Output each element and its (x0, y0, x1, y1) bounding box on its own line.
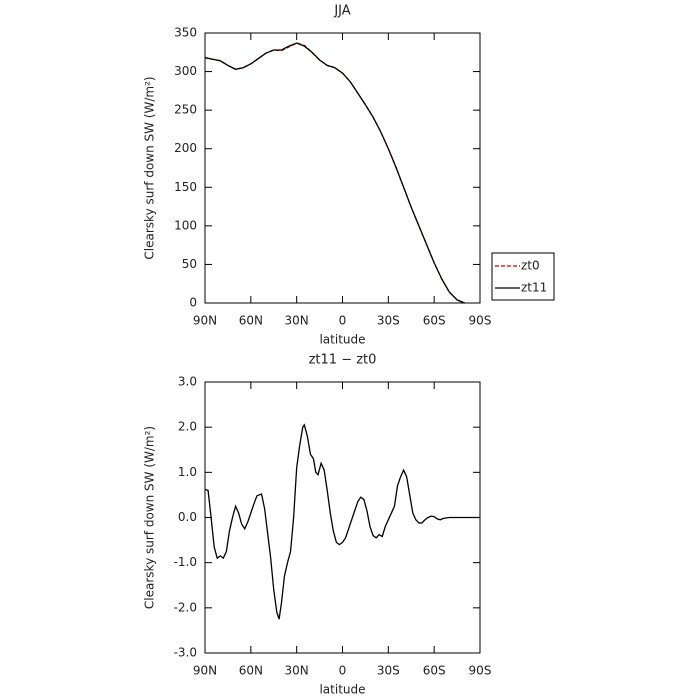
y-tick-label: 200 (174, 141, 197, 155)
x-tick-label: 90S (469, 314, 492, 328)
x-axis-label: latitude (319, 683, 365, 697)
x-tick-label: 30S (377, 314, 400, 328)
x-tick-label: 30S (377, 664, 400, 678)
x-tick-label: 0 (339, 664, 347, 678)
x-tick-label: 0 (339, 314, 347, 328)
y-tick-label: 0 (189, 296, 197, 310)
series-line (204, 42, 465, 304)
x-tick-label: 90N (193, 664, 217, 678)
legend-label: zt0 (521, 259, 540, 273)
y-tick-label: 150 (174, 180, 197, 194)
y-tick-label: 350 (174, 26, 197, 40)
x-tick-label: 90S (469, 664, 492, 678)
y-tick-label: -1.0 (174, 555, 197, 569)
series-line (204, 423, 480, 620)
legend-label: zt11 (521, 281, 547, 295)
series-line (204, 42, 465, 304)
y-axis-label: Clearsky surf down SW (W/m²) (143, 426, 157, 609)
y-tick-label: 0.0 (178, 510, 197, 524)
x-tick-label: 90N (193, 314, 217, 328)
chart-title: JJA (333, 4, 350, 19)
y-tick-label: 50 (182, 257, 197, 271)
x-tick-label: 60S (423, 314, 446, 328)
y-tick-label: 250 (174, 103, 197, 117)
x-tick-label: 60N (239, 664, 263, 678)
y-tick-label: 3.0 (178, 375, 197, 389)
y-tick-label: -3.0 (174, 646, 197, 660)
y-tick-label: 2.0 (178, 420, 197, 434)
x-tick-label: 60N (239, 314, 263, 328)
x-axis-label: latitude (319, 333, 365, 347)
y-tick-label: 1.0 (178, 465, 197, 479)
y-axis-label: Clearsky surf down SW (W/m²) (143, 76, 157, 259)
legend-box (491, 252, 555, 301)
plot-frame (204, 381, 481, 654)
y-tick-label: 100 (174, 218, 197, 232)
x-tick-label: 30N (285, 314, 309, 328)
chart-title: zt11 − zt0 (309, 353, 377, 368)
x-tick-label: 60S (423, 664, 446, 678)
y-tick-label: -2.0 (174, 600, 197, 614)
x-tick-label: 30N (285, 664, 309, 678)
y-tick-label: 300 (174, 64, 197, 78)
